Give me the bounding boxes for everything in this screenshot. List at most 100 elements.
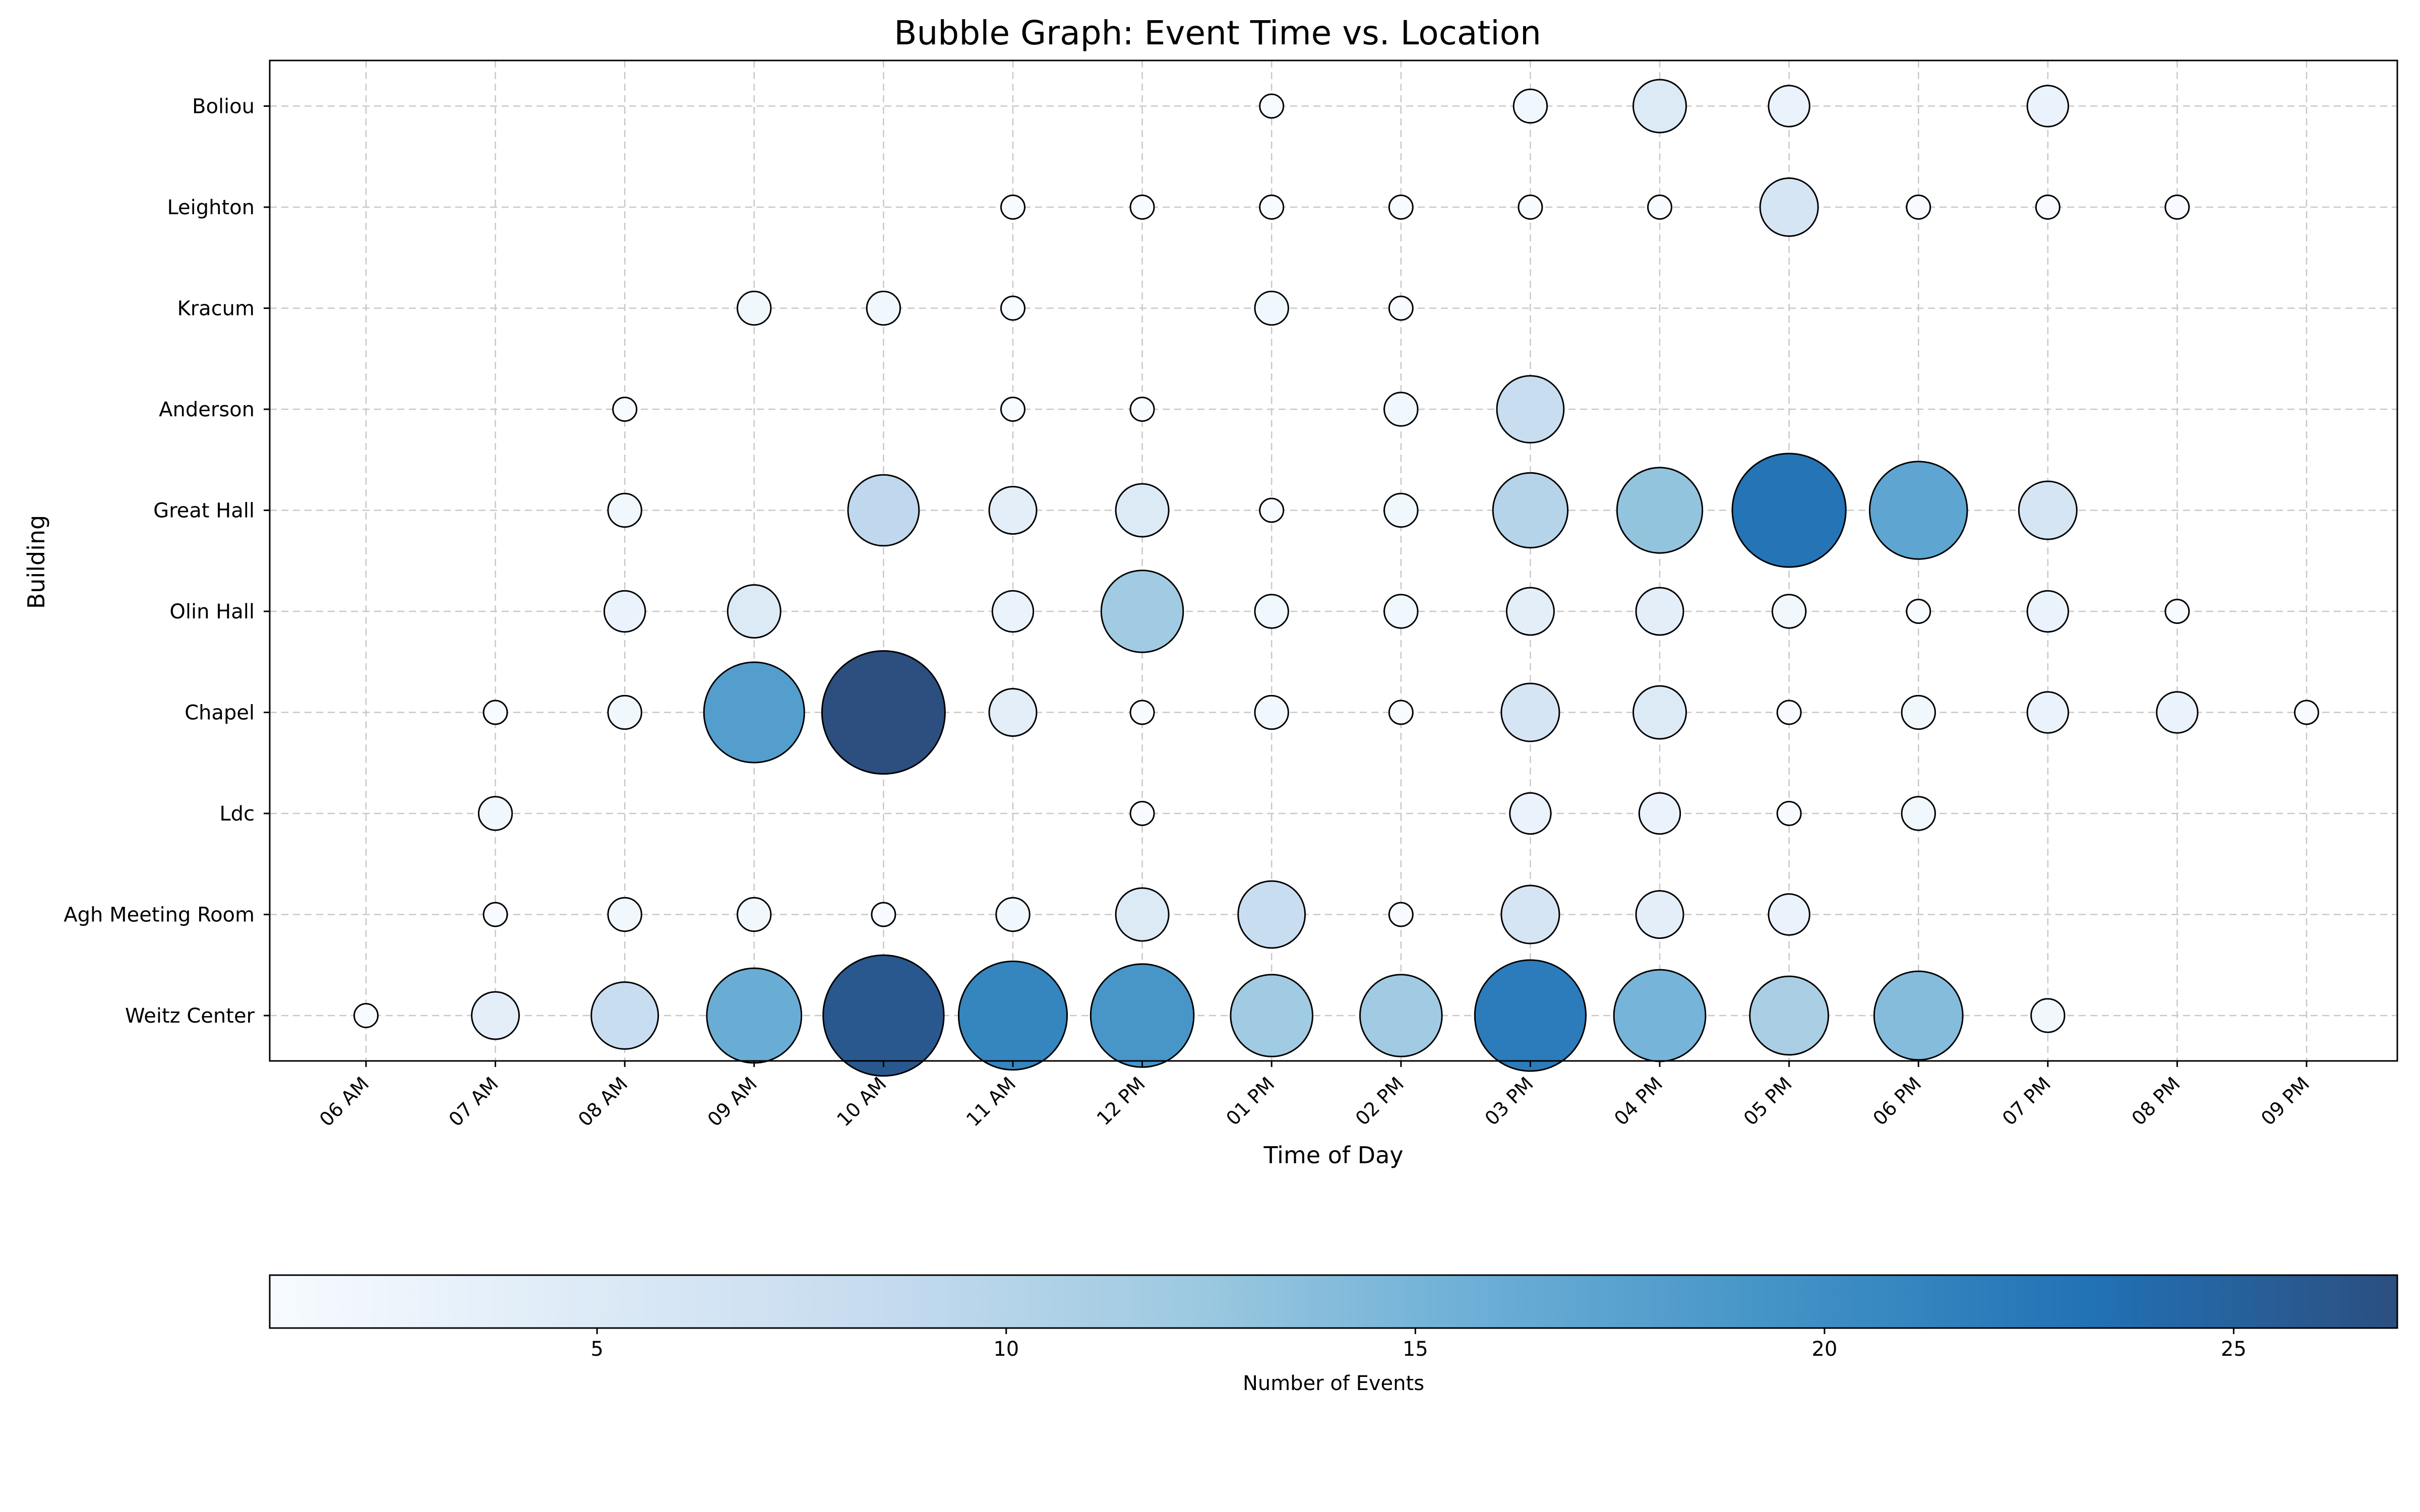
y-tick-label: Great Hall bbox=[153, 499, 255, 523]
bubble bbox=[1359, 974, 1443, 1057]
bubble bbox=[2294, 700, 2319, 725]
bubble bbox=[2026, 590, 2070, 633]
bubble bbox=[1259, 497, 1285, 523]
bubble bbox=[1129, 700, 1155, 725]
colorbar-tick-label: 5 bbox=[591, 1338, 603, 1361]
bubble bbox=[1259, 195, 1285, 220]
colorbar-tick-label: 15 bbox=[1403, 1338, 1428, 1361]
y-tick-label: Weitz Center bbox=[125, 1004, 255, 1028]
x-tick-label: 01 PM bbox=[1222, 1073, 1279, 1129]
bubble bbox=[1383, 594, 1419, 629]
y-tick-label: Boliou bbox=[192, 95, 255, 118]
x-tick-label: 10 AM bbox=[832, 1073, 890, 1130]
bubble bbox=[822, 954, 945, 1077]
chart-title: Bubble Graph: Event Time vs. Location bbox=[894, 14, 1541, 52]
bubble bbox=[1115, 483, 1170, 538]
bubble bbox=[2026, 691, 2070, 734]
bubble bbox=[1000, 397, 1025, 422]
y-tick-label: Ldc bbox=[219, 802, 255, 826]
bubble bbox=[957, 960, 1068, 1071]
bubble bbox=[1496, 375, 1565, 444]
bubble bbox=[1509, 792, 1552, 835]
bubble bbox=[737, 897, 772, 932]
bubble bbox=[2035, 195, 2061, 220]
bubble bbox=[1518, 195, 1543, 220]
colorbar-tick-label: 20 bbox=[1811, 1338, 1837, 1361]
bubble bbox=[995, 897, 1031, 932]
x-tick-label: 04 PM bbox=[1610, 1073, 1667, 1129]
y-tick-label: Chapel bbox=[185, 702, 255, 725]
bubble bbox=[1492, 472, 1569, 549]
bubble bbox=[1768, 893, 1810, 936]
bubble bbox=[2164, 599, 2190, 624]
bubble bbox=[988, 688, 1038, 737]
colorbar-label: Number of Events bbox=[1243, 1372, 1424, 1395]
bubble bbox=[1901, 695, 1936, 730]
bubble bbox=[1090, 963, 1195, 1068]
x-axis-label: Time of Day bbox=[1263, 1142, 1404, 1169]
bubble bbox=[1237, 880, 1306, 949]
bubble bbox=[590, 981, 659, 1050]
x-tick-label: 12 PM bbox=[1093, 1073, 1150, 1129]
bubble bbox=[1776, 801, 1802, 826]
bubble bbox=[2030, 998, 2066, 1033]
bubble bbox=[1129, 801, 1155, 826]
colorbar-ticks: 5 10 15 20 25 bbox=[591, 1328, 2247, 1361]
bubble bbox=[1759, 177, 1819, 237]
x-tick-label: 05 PM bbox=[1739, 1073, 1796, 1129]
x-tick-label: 09 AM bbox=[703, 1073, 761, 1130]
y-tick-label: Agh Meeting Room bbox=[64, 904, 255, 927]
bubble bbox=[1505, 587, 1555, 636]
x-tick-label: 07 AM bbox=[445, 1073, 503, 1130]
bubble bbox=[607, 492, 642, 528]
bubble bbox=[1901, 796, 1936, 831]
bubble bbox=[1000, 195, 1025, 220]
bubble bbox=[727, 584, 781, 639]
plot-frame bbox=[269, 59, 2398, 1062]
bubble bbox=[2018, 480, 2078, 540]
bubble bbox=[706, 967, 803, 1064]
bubble bbox=[871, 902, 896, 927]
bubble bbox=[1383, 392, 1419, 427]
colorbar-tick-label: 25 bbox=[2221, 1338, 2247, 1361]
bubble bbox=[991, 590, 1035, 633]
bubble bbox=[1771, 594, 1807, 629]
bubble bbox=[1632, 685, 1687, 740]
bubble bbox=[1000, 295, 1025, 321]
x-tick-label: 06 PM bbox=[1868, 1073, 1925, 1129]
bubble bbox=[1632, 79, 1687, 134]
y-tick-label: Anderson bbox=[159, 398, 255, 421]
bubble bbox=[1129, 195, 1155, 220]
bubble bbox=[607, 897, 642, 932]
bubble bbox=[2156, 691, 2199, 734]
y-tick-label: Leighton bbox=[167, 196, 255, 219]
colorbar-gradient bbox=[269, 1274, 2398, 1329]
bubble bbox=[1129, 397, 1155, 422]
bubble bbox=[1731, 453, 1847, 568]
bubble bbox=[1388, 195, 1414, 220]
bubble bbox=[1647, 195, 1672, 220]
bubble bbox=[482, 902, 508, 927]
bubble bbox=[1638, 792, 1681, 835]
bubble bbox=[2164, 195, 2190, 220]
bubble bbox=[1383, 492, 1419, 528]
y-tick-label: Olin Hall bbox=[169, 600, 255, 623]
x-tick-label: 03 PM bbox=[1481, 1073, 1538, 1129]
bubble bbox=[1906, 195, 1931, 220]
y-tick-label: Kracum bbox=[177, 297, 255, 321]
bubble bbox=[1388, 902, 1414, 927]
bubble bbox=[1616, 467, 1704, 554]
bubble bbox=[607, 695, 642, 730]
bubble bbox=[1259, 93, 1285, 119]
bubble bbox=[1254, 290, 1289, 326]
bubble bbox=[1635, 890, 1684, 939]
bubble bbox=[1254, 594, 1289, 629]
bubble bbox=[1388, 295, 1414, 321]
bubble bbox=[1500, 885, 1560, 944]
bubble bbox=[603, 590, 646, 633]
bubble bbox=[482, 700, 508, 725]
bubbles bbox=[353, 79, 2319, 1077]
bubble bbox=[988, 486, 1038, 535]
y-axis-label: Building bbox=[23, 515, 50, 609]
